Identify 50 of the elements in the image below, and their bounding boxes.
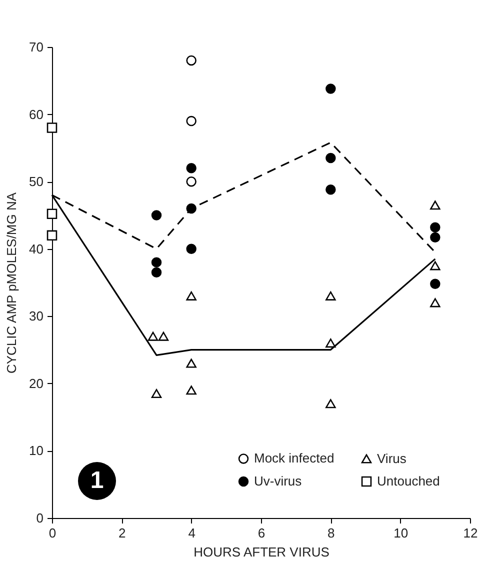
y-tick-label: 0 bbox=[36, 510, 44, 526]
point bbox=[186, 116, 196, 126]
point bbox=[430, 200, 440, 210]
point bbox=[151, 389, 162, 398]
point bbox=[151, 210, 162, 220]
point bbox=[148, 332, 158, 341]
point bbox=[186, 55, 196, 66]
x-tick-label: 0 bbox=[48, 526, 56, 540]
point bbox=[151, 267, 162, 278]
x-axis-title: HOURS AFTER VIRUS bbox=[194, 544, 330, 560]
x-tick-label: 2 bbox=[118, 526, 126, 540]
point bbox=[46, 122, 58, 133]
x-tick-label: 6 bbox=[258, 526, 266, 540]
legend-label: Untouched bbox=[377, 474, 440, 488]
point bbox=[326, 338, 336, 348]
x-tick-label: 4 bbox=[188, 526, 196, 540]
point bbox=[430, 222, 440, 232]
y-tick-label: 60 bbox=[29, 106, 44, 122]
point bbox=[158, 332, 169, 341]
point bbox=[326, 152, 336, 164]
legend-label: Uv-virus bbox=[254, 474, 302, 488]
point bbox=[46, 208, 58, 219]
point bbox=[46, 230, 58, 241]
x-tick-label: 10 bbox=[394, 526, 408, 540]
point bbox=[186, 163, 196, 174]
point bbox=[326, 291, 336, 300]
point bbox=[326, 184, 336, 195]
y-tick-label: 40 bbox=[29, 241, 44, 256]
point bbox=[430, 278, 440, 289]
x-tick-label: 8 bbox=[328, 526, 335, 540]
y-axis-title: CYCLIC AMP pMOLES/MG NA bbox=[4, 192, 20, 374]
y-tick-label: 20 bbox=[29, 376, 44, 391]
y-tick-label: 50 bbox=[29, 174, 44, 190]
point bbox=[430, 298, 440, 308]
point bbox=[326, 84, 336, 94]
legend-label: Mock infected bbox=[254, 450, 334, 466]
point bbox=[186, 244, 196, 254]
x-tick-label: 12 bbox=[463, 526, 478, 540]
point bbox=[186, 176, 196, 187]
point bbox=[430, 232, 440, 243]
y-tick-label: 10 bbox=[29, 443, 44, 458]
point bbox=[186, 291, 196, 300]
legend-label: Virus bbox=[377, 450, 407, 466]
y-tick-label: 30 bbox=[29, 308, 44, 324]
y-tick-label: 70 bbox=[29, 40, 44, 54]
point bbox=[186, 358, 196, 368]
point bbox=[326, 399, 336, 408]
point bbox=[186, 386, 196, 395]
point bbox=[430, 261, 440, 270]
point bbox=[151, 257, 162, 268]
